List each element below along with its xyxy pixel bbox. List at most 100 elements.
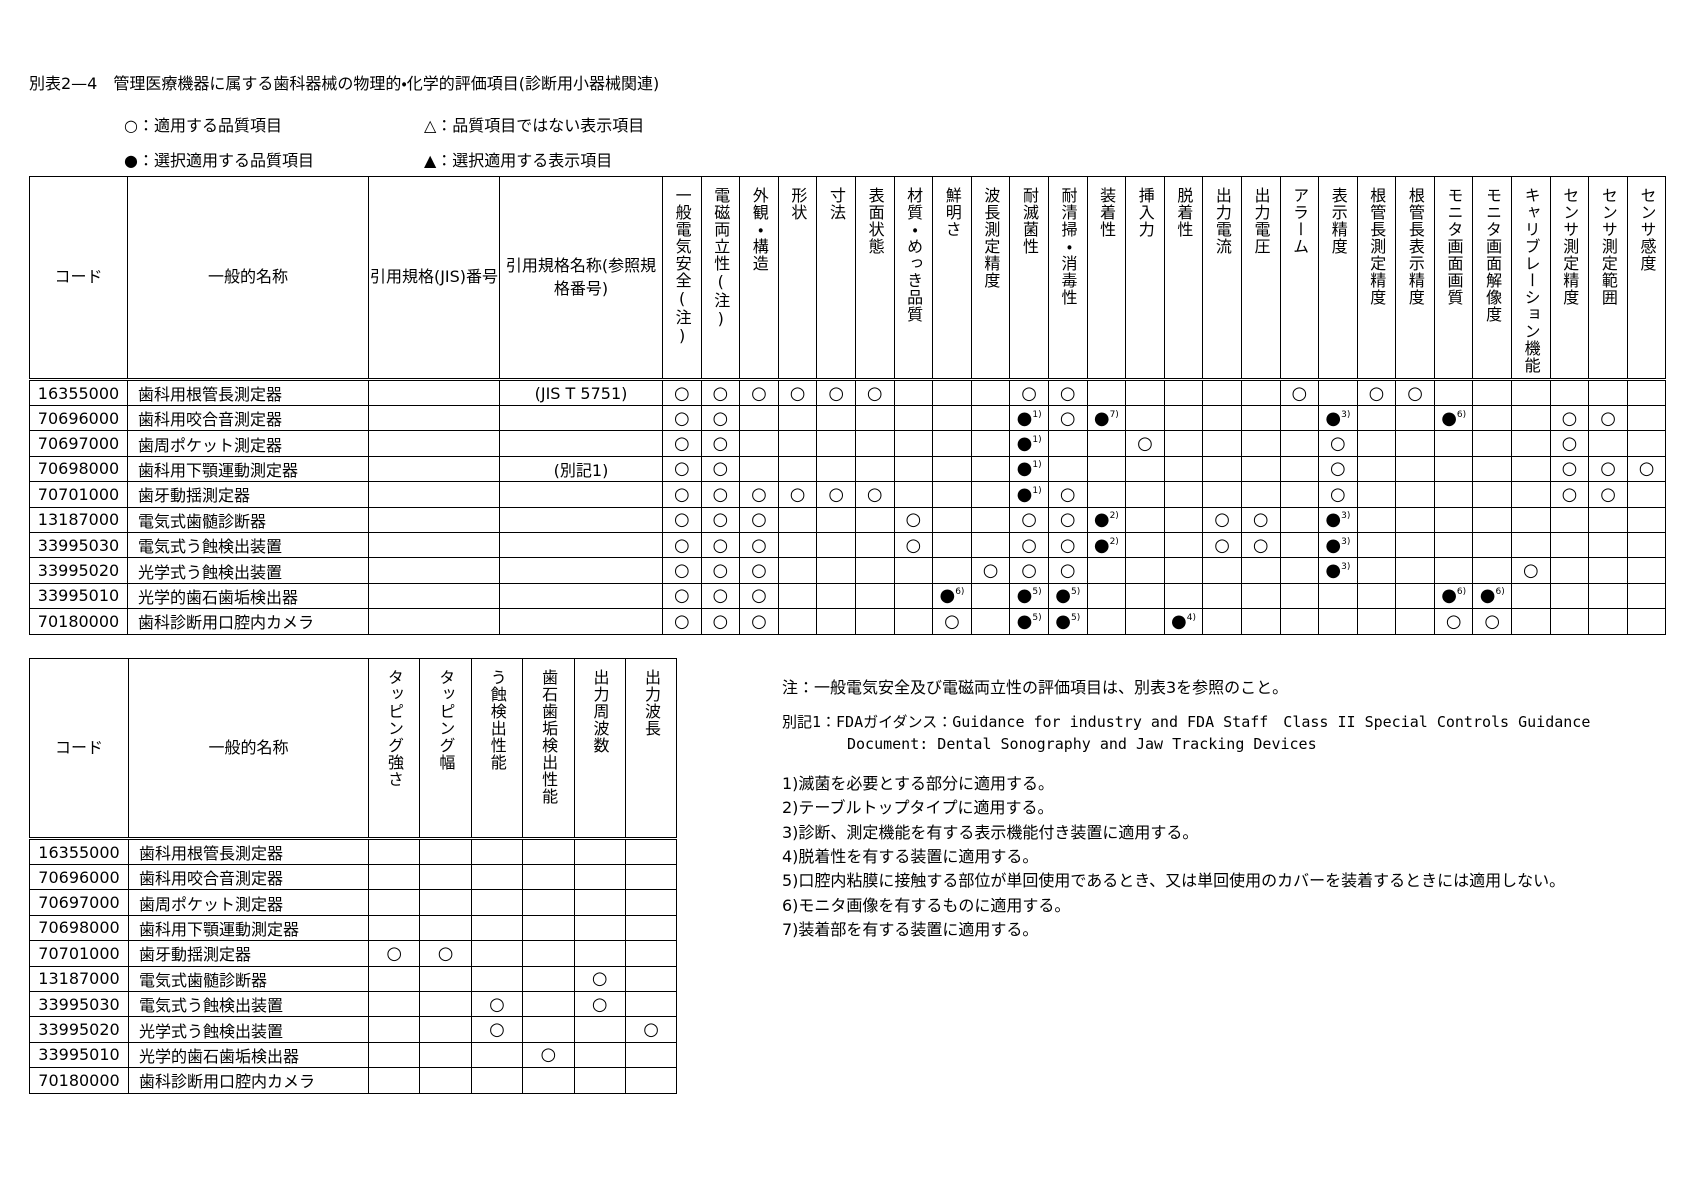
mark-cell [1626, 531, 1667, 559]
mark-cell [932, 531, 972, 559]
mark: ● [1016, 483, 1033, 505]
cell-text: 歯科用根管長測定器 [138, 385, 283, 404]
item-text: タッピング幅 [436, 669, 456, 771]
mark-cell: ○ [662, 506, 702, 533]
mark-cell [1588, 582, 1628, 610]
mark-cell [816, 557, 856, 584]
legend-item: ▲：選択適用する表示項目 [424, 151, 613, 170]
item-header: 歯石歯垢検出性能 [522, 658, 575, 840]
mark-cell [1125, 379, 1165, 406]
mark-note: 6) [1495, 587, 1505, 598]
mark-cell [1472, 430, 1513, 457]
mark: ● [1093, 509, 1110, 531]
mark-cell [1511, 404, 1551, 432]
mark: ○ [386, 942, 403, 964]
mark-cell [970, 455, 1011, 483]
mark-cell: ○ [816, 481, 856, 508]
mark-cell: ●3) [1318, 531, 1358, 559]
mark-note: 6) [1456, 409, 1467, 420]
mark-cell: ○ [1047, 557, 1088, 584]
mark-cell [970, 430, 1011, 457]
cell-text: 70698000 [37, 459, 120, 479]
item-text: タッピング強さ [384, 669, 404, 788]
item-text: 装着性 [1097, 187, 1117, 238]
mark-cell: ○ [700, 430, 741, 457]
mark-cell [624, 914, 678, 942]
mark-cell [522, 965, 575, 992]
bekki: Document: Dental Sonography and Jaw Trac… [847, 735, 1317, 753]
mark: ○ [751, 560, 767, 582]
item-text: 寸法 [826, 187, 846, 221]
mark-cell: ○ [816, 379, 856, 406]
mark: ○ [1252, 509, 1269, 531]
mark: ● [1093, 534, 1110, 556]
cell-name: 電気式う蝕検出装置 [128, 990, 369, 1018]
mark-cell [1626, 379, 1667, 406]
item-text: 鮮明さ [942, 187, 962, 238]
cell-jis [368, 608, 500, 635]
cell-text: 歯科用下顎運動測定器 [138, 460, 299, 480]
item-header: 挿入力 [1125, 176, 1165, 381]
cell-jis [368, 506, 500, 533]
cell-code: 16355000 [29, 838, 129, 865]
cell-jis [368, 430, 500, 457]
cell-text: 歯周ポケット測定器 [138, 435, 283, 455]
mark-cell [1588, 608, 1628, 635]
mark-cell [970, 404, 1011, 432]
mark-cell [470, 838, 524, 865]
mark-cell [1472, 506, 1513, 533]
mark-cell [1356, 531, 1397, 559]
row: 70180000 歯科診断用口腔内カメラ [29, 1067, 678, 1094]
item-header: 外観・構造 [739, 176, 779, 381]
cell-code: 33995030 [29, 531, 128, 559]
mark-cell [1356, 404, 1397, 432]
mark-cell [1433, 430, 1474, 457]
mark: ○ [673, 433, 690, 455]
column-header: 引用規格名称(参照規格番号) [499, 176, 663, 381]
mark-cell [419, 1067, 472, 1094]
mark-cell [1588, 379, 1628, 406]
mark-cell: ●6) [1433, 582, 1474, 610]
mark-cell [970, 608, 1011, 635]
cell-ref [499, 481, 663, 508]
mark-cell [1549, 557, 1590, 584]
mark-cell [777, 506, 818, 533]
mark-cell: ○ [700, 379, 741, 406]
cell-code: 33995030 [29, 990, 129, 1018]
mark-cell [1279, 481, 1320, 508]
cell-name: 歯科用咬合音測定器 [127, 404, 369, 432]
mark-cell [1472, 379, 1513, 406]
mark-cell [932, 404, 972, 432]
cell-code: 13187000 [29, 965, 129, 992]
mark-cell [1395, 404, 1435, 432]
mark-cell [1125, 404, 1165, 432]
item-text: 耐滅菌性 [1019, 187, 1039, 255]
item-header: 根管長測定精度 [1356, 176, 1397, 381]
table: コード 一般的名称 引用規格(JIS)番号 引用規格名称(参照規格番号) 一般電気安全(… [29, 176, 1667, 635]
mark-cell: ○ [1511, 557, 1551, 584]
mark-cell [1086, 582, 1127, 610]
mark: ○ [673, 407, 690, 429]
mark-cell [1511, 430, 1551, 457]
mark-cell [932, 506, 972, 533]
mark-cell [854, 582, 895, 610]
mark-cell [1318, 608, 1358, 635]
mark-cell [1125, 531, 1165, 559]
item-text: モニタ画面画質 [1444, 187, 1464, 306]
cell-text: 歯科用根管長測定器 [139, 844, 284, 863]
row: 70698000 歯科用下顎運動測定器 [29, 914, 678, 942]
row: 33995030 電気式う蝕検出装置 ○ ○ ○ ○ ○ ○ ●2) ○ ○ ●3) [29, 531, 1667, 559]
mark: ○ [712, 382, 729, 404]
mark: ○ [1600, 483, 1616, 505]
mark-cell [1279, 506, 1320, 533]
row: 70697000 歯周ポケット測定器 [29, 889, 678, 916]
mark: ○ [712, 610, 729, 632]
mark-cell [739, 455, 779, 483]
mark-cell [624, 965, 678, 992]
mark-cell: ○ [700, 608, 741, 635]
mark-cell [419, 863, 472, 891]
mark-cell [1240, 379, 1281, 406]
mark-cell [419, 914, 472, 942]
mark-cell [1279, 582, 1320, 610]
